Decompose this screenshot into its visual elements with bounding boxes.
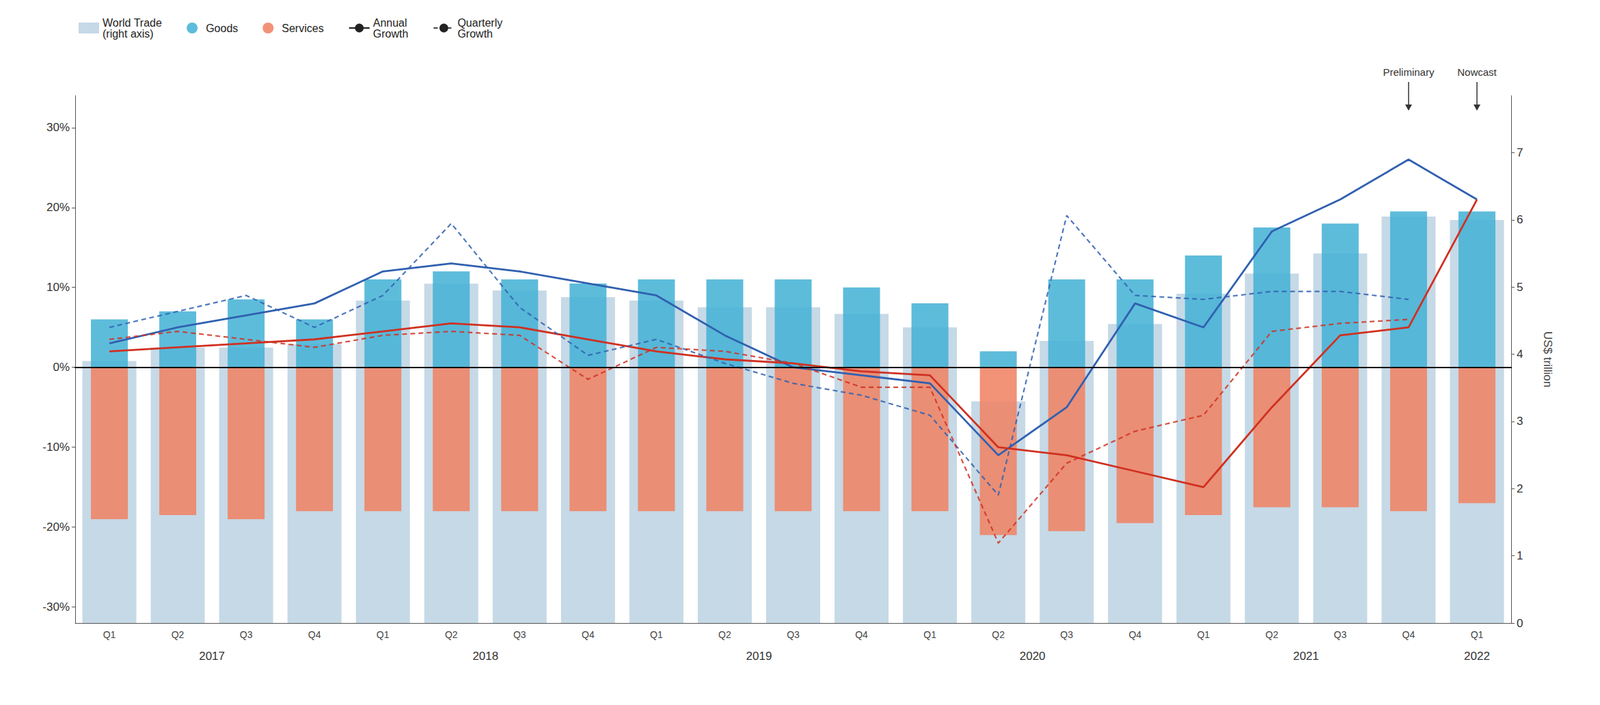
- svg-text:Q1: Q1: [649, 629, 663, 641]
- svg-text:30%: 30%: [46, 120, 70, 134]
- svg-text:Q3: Q3: [1060, 629, 1074, 641]
- svg-text:2019: 2019: [746, 649, 773, 663]
- svg-text:0: 0: [1516, 617, 1523, 631]
- svg-text:Q1: Q1: [1470, 629, 1484, 641]
- svg-text:Q1: Q1: [103, 629, 117, 641]
- svg-text:3: 3: [1516, 414, 1523, 428]
- svg-text:Growth: Growth: [457, 28, 493, 40]
- svg-text:20%: 20%: [46, 200, 70, 214]
- svg-text:Goods: Goods: [205, 22, 238, 35]
- svg-text:Q1: Q1: [923, 629, 937, 641]
- svg-text:-30%: -30%: [42, 600, 70, 614]
- svg-text:1: 1: [1516, 549, 1523, 563]
- svg-text:2: 2: [1516, 482, 1523, 496]
- svg-text:(right axis): (right axis): [102, 28, 154, 40]
- svg-text:-10%: -10%: [42, 440, 70, 454]
- svg-text:Q4: Q4: [1128, 629, 1142, 641]
- svg-text:Growth: Growth: [373, 28, 409, 40]
- svg-text:Q4: Q4: [308, 629, 322, 641]
- svg-text:Quarterly: Quarterly: [457, 17, 503, 29]
- svg-text:6: 6: [1516, 213, 1523, 227]
- svg-text:Q1: Q1: [1196, 629, 1210, 641]
- svg-text:2022: 2022: [1463, 649, 1490, 663]
- svg-text:Q2: Q2: [1265, 629, 1279, 641]
- svg-text:7: 7: [1516, 146, 1523, 160]
- svg-text:Q2: Q2: [718, 629, 732, 641]
- svg-text:Q3: Q3: [1334, 629, 1348, 641]
- svg-text:Q3: Q3: [239, 629, 253, 641]
- svg-text:Services: Services: [281, 22, 324, 35]
- svg-text:Q3: Q3: [786, 629, 800, 641]
- svg-text:Q1: Q1: [376, 629, 390, 641]
- svg-text:2018: 2018: [472, 649, 499, 663]
- svg-text:Q3: Q3: [513, 629, 527, 641]
- svg-text:2020: 2020: [1019, 649, 1046, 663]
- svg-text:0%: 0%: [52, 360, 70, 374]
- svg-text:2017: 2017: [198, 649, 225, 663]
- svg-text:2021: 2021: [1293, 649, 1320, 663]
- svg-text:Preliminary: Preliminary: [1382, 66, 1435, 78]
- svg-text:US$ trillion: US$ trillion: [1541, 331, 1555, 388]
- svg-text:Q4: Q4: [855, 629, 869, 641]
- svg-text:World Trade: World Trade: [102, 17, 162, 29]
- svg-text:Annual: Annual: [373, 17, 408, 29]
- svg-text:10%: 10%: [46, 280, 70, 294]
- svg-text:Q2: Q2: [171, 629, 185, 641]
- svg-text:-20%: -20%: [42, 520, 70, 534]
- svg-text:Q2: Q2: [444, 629, 458, 641]
- svg-text:Q4: Q4: [581, 629, 595, 641]
- svg-text:Q2: Q2: [991, 629, 1005, 641]
- svg-text:5: 5: [1516, 280, 1523, 294]
- svg-text:Q4: Q4: [1402, 629, 1416, 641]
- svg-text:Nowcast: Nowcast: [1457, 66, 1497, 78]
- svg-text:4: 4: [1516, 347, 1523, 361]
